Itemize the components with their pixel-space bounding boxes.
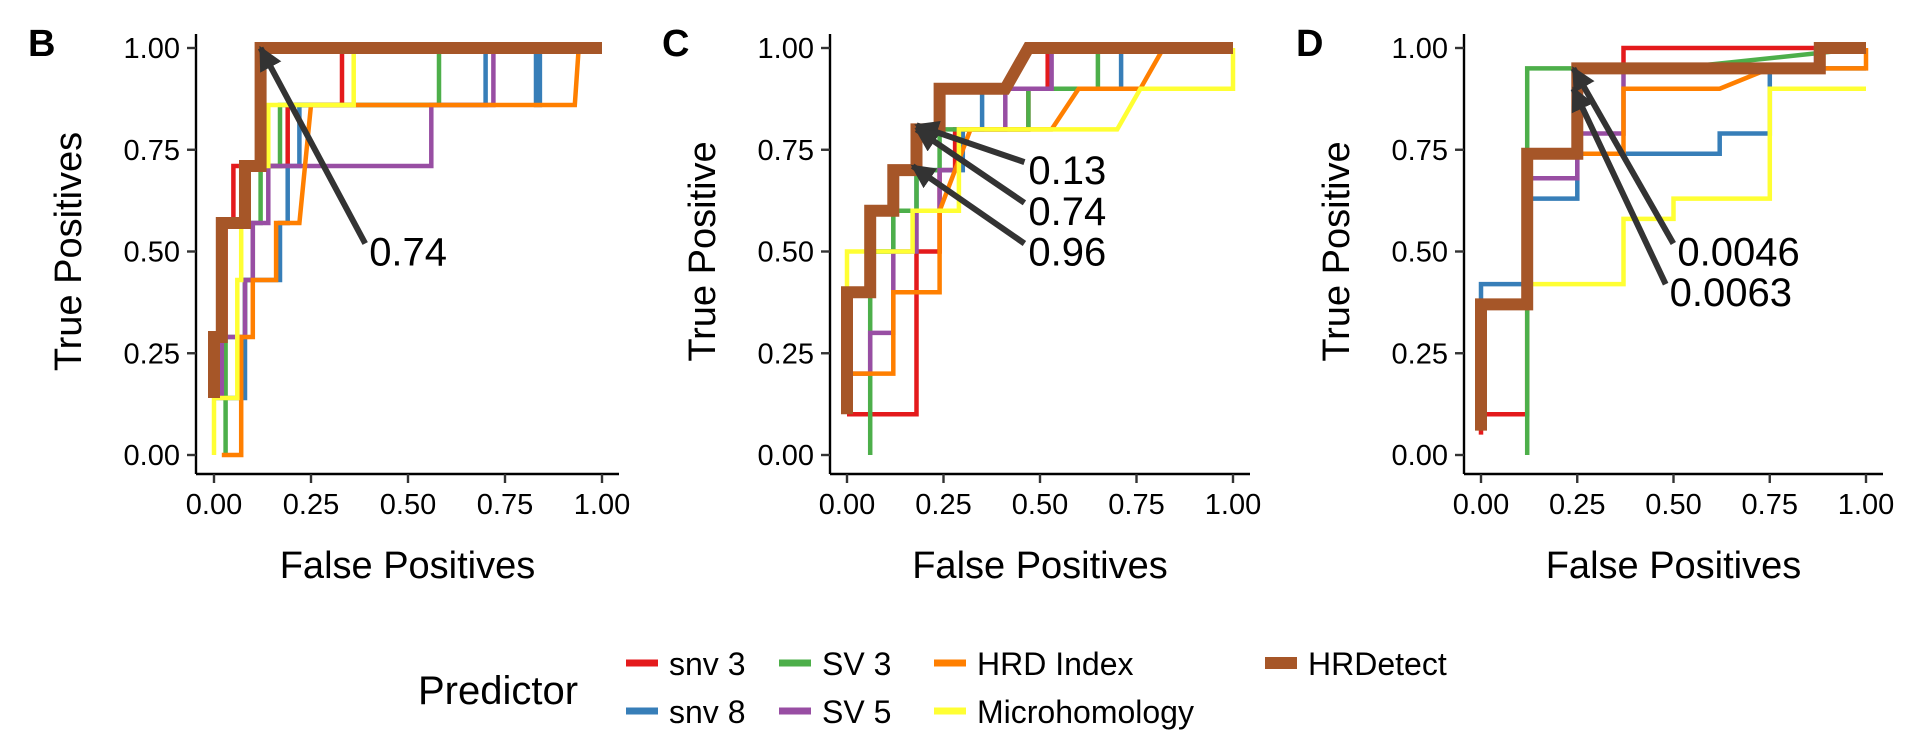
annotation-arrow [914, 126, 1027, 206]
roc-curve-snv-3 [211, 45, 602, 398]
x-tick-label: 0.25 [915, 489, 971, 521]
y-tick-label: 1.00 [758, 33, 814, 65]
legend: Predictor snv 3 snv 8 SV 3 SV 5 HRD Index Micr… [418, 646, 1447, 730]
roc-curve-snv-8 [214, 45, 602, 401]
y-tick-label: 0.00 [1392, 440, 1448, 472]
x-tick-label: 0.00 [186, 489, 242, 521]
legend-title: Predictor [418, 669, 578, 713]
y-tick-label: 0.50 [124, 237, 180, 269]
annotation-arrow [910, 163, 1027, 246]
y-tick-label: 0.75 [1392, 135, 1448, 167]
y-tick-label: 0.25 [124, 338, 180, 370]
x-tick-label: 0.50 [380, 489, 436, 521]
legend-label: snv 3 [669, 646, 745, 682]
x-axis-title: False Positives [912, 545, 1168, 587]
y-tick-label: 0.50 [1392, 237, 1448, 269]
x-tick-label: 0.25 [1549, 489, 1605, 521]
legend-label: HRD Index [977, 646, 1134, 682]
x-tick-label: 0.00 [1453, 489, 1509, 521]
panel-b: 0.00 0.25 0.50 0.75 1.00 0.00 0.25 0.50 0.75 1.00… [28, 23, 630, 587]
roc-curve-sv-5 [847, 45, 1233, 376]
legend-label: snv 8 [669, 694, 745, 730]
y-tick-label: 0.00 [758, 440, 814, 472]
roc-curve-hrdetect [208, 42, 602, 398]
y-axis-title: True Positive [682, 141, 724, 361]
x-tick-label: 0.75 [1742, 489, 1798, 521]
y-tick-label: 0.25 [1392, 338, 1448, 370]
annotation-label: 0.74 [369, 231, 447, 275]
legend-label: Microhomology [977, 694, 1194, 730]
legend-label: SV 5 [822, 694, 891, 730]
y-axis-title: True Positive [1316, 141, 1358, 361]
annotation-arrow [257, 45, 368, 245]
x-tick-label: 0.75 [477, 489, 533, 521]
legend-label: HRDetect [1308, 646, 1447, 682]
annotation-label: 0.0063 [1670, 271, 1792, 315]
x-axis-title: False Positives [1546, 545, 1802, 587]
y-tick-label: 0.50 [758, 237, 814, 269]
x-tick-label: 1.00 [1838, 489, 1894, 521]
annotation-label: 0.74 [1028, 190, 1106, 234]
annotation-label: 0.96 [1028, 231, 1106, 275]
x-tick-label: 0.25 [283, 489, 339, 521]
x-tick-label: 1.00 [574, 489, 630, 521]
y-tick-label: 0.25 [758, 338, 814, 370]
annotation-label: 0.13 [1028, 149, 1106, 193]
roc-curve-microhomology [844, 48, 1236, 293]
y-tick-label: 1.00 [124, 33, 180, 65]
panel-letter: D [1296, 23, 1323, 65]
x-tick-label: 1.00 [1205, 489, 1261, 521]
x-axis-title: False Positives [280, 545, 536, 587]
y-axis-title: True Positives [48, 132, 90, 371]
annotation-arrow [1570, 86, 1669, 286]
panel-d: 0.00 0.25 0.50 0.75 1.00 0.00 0.25 0.50 0.75 1.00… [1296, 23, 1894, 587]
x-tick-label: 0.00 [819, 489, 875, 521]
panel-letter: B [28, 23, 55, 65]
roc-curve-snv-3 [847, 45, 1233, 417]
roc-curve-hrd-index [221, 45, 602, 458]
panel-c: 0.00 0.25 0.50 0.75 1.00 0.00 0.25 0.50 0.75 1.00… [662, 23, 1261, 587]
y-tick-label: 0.75 [758, 135, 814, 167]
roc-curve-hrd-index [847, 45, 1233, 376]
annotation-label: 0.0046 [1677, 231, 1799, 275]
legend-label: SV 3 [822, 646, 891, 682]
x-tick-label: 0.50 [1012, 489, 1068, 521]
roc-curve-hrdetect [1475, 42, 1866, 431]
y-tick-label: 0.00 [124, 440, 180, 472]
roc-curve-snv-8 [1478, 66, 1866, 305]
y-tick-label: 0.75 [124, 135, 180, 167]
y-tick-label: 1.00 [1392, 33, 1448, 65]
x-tick-label: 0.75 [1108, 489, 1164, 521]
x-tick-label: 0.50 [1645, 489, 1701, 521]
panel-letter: C [662, 23, 689, 65]
